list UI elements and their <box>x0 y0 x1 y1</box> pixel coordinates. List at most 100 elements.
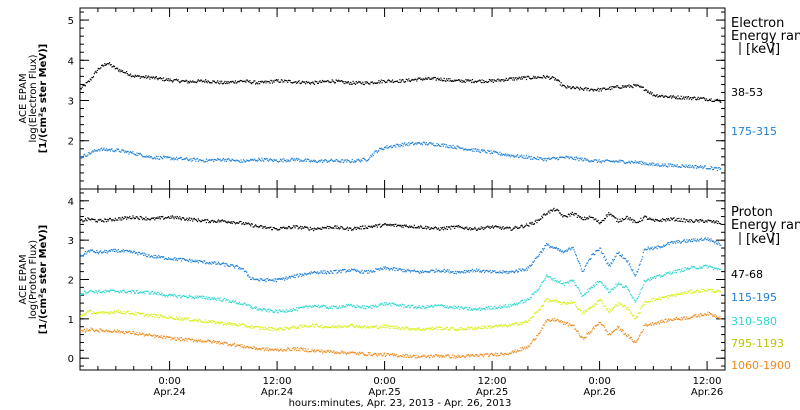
electron-point-175-315 <box>575 159 577 161</box>
proton-point-115-195 <box>697 239 699 241</box>
proton-point-310-580 <box>694 266 696 268</box>
electron-point-38-53 <box>682 97 684 99</box>
proton-point-310-580 <box>690 267 692 269</box>
proton-point-115-195 <box>566 249 568 251</box>
electron-point-175-315 <box>225 158 227 160</box>
proton-point-47-68 <box>209 220 211 223</box>
proton-point-795-1193 <box>92 313 94 315</box>
electron-point-38-53 <box>455 79 457 81</box>
electron-point-38-53 <box>470 80 472 82</box>
electron-point-175-315 <box>304 159 306 161</box>
proton-point-47-68 <box>587 218 590 220</box>
proton-point-115-195 <box>213 261 215 263</box>
electron-point-38-53 <box>418 77 420 79</box>
proton-point-115-195 <box>604 259 607 261</box>
proton-point-115-195 <box>389 268 391 270</box>
proton-point-47-68 <box>675 219 677 221</box>
electron-point-175-315 <box>217 157 219 160</box>
proton-point-47-68 <box>563 215 565 217</box>
proton-point-47-68 <box>612 214 614 217</box>
electron-point-38-53 <box>476 80 478 82</box>
proton-point-115-195 <box>413 269 415 271</box>
proton-point-310-580 <box>290 308 292 310</box>
electron-point-175-315 <box>561 156 563 158</box>
proton-point-795-1193 <box>478 327 480 329</box>
electron-point-38-53 <box>407 80 409 82</box>
electron-point-38-53 <box>198 80 200 82</box>
proton-point-115-195 <box>373 271 375 273</box>
proton-point-795-1193 <box>91 312 93 315</box>
electron-point-38-53 <box>209 82 211 84</box>
proton-point-795-1193 <box>528 319 530 321</box>
proton-point-115-195 <box>607 262 609 264</box>
proton-point-795-1193 <box>239 324 241 326</box>
proton-point-310-580 <box>381 302 383 304</box>
proton-point-795-1193 <box>426 328 428 330</box>
electron-point-175-315 <box>672 166 674 168</box>
proton-ylabel-line: [1/(cm²s ster MeV)] <box>38 225 49 334</box>
proton-point-310-580 <box>468 307 470 309</box>
proton-point-310-580 <box>542 280 544 282</box>
proton-point-115-195 <box>347 270 349 273</box>
proton-point-310-580 <box>621 286 623 288</box>
proton-point-310-580 <box>86 292 88 294</box>
proton-point-47-68 <box>159 218 161 220</box>
proton-point-795-1193 <box>113 312 115 314</box>
proton-point-47-68 <box>309 226 311 228</box>
electron-point-38-53 <box>289 80 291 82</box>
proton-point-115-195 <box>452 270 454 272</box>
proton-point-47-68 <box>153 217 155 219</box>
proton-point-310-580 <box>447 307 449 309</box>
electron-point-175-315 <box>435 145 437 147</box>
proton-point-310-580 <box>363 305 365 307</box>
electron-point-175-315 <box>582 160 584 162</box>
proton-point-310-580 <box>427 307 429 309</box>
proton-point-115-195 <box>155 255 157 257</box>
proton-point-310-580 <box>347 303 349 305</box>
proton-point-47-68 <box>653 219 655 221</box>
proton-point-115-195 <box>579 265 582 267</box>
proton-point-115-195 <box>543 247 545 249</box>
electron-point-175-315 <box>191 158 193 160</box>
proton-point-795-1193 <box>348 326 350 328</box>
proton-point-310-580 <box>510 305 512 307</box>
proton-point-47-68 <box>370 226 372 228</box>
electron-point-175-315 <box>513 156 515 158</box>
electron-point-175-315 <box>651 162 653 164</box>
proton-point-795-1193 <box>388 326 390 328</box>
proton-point-310-580 <box>711 266 713 268</box>
proton-point-47-68 <box>697 219 699 221</box>
electron-ylabel-line: log(Electron Flux) <box>28 54 39 142</box>
proton-point-310-580 <box>553 280 555 282</box>
proton-point-310-580 <box>565 282 567 284</box>
proton-point-310-580 <box>332 305 334 307</box>
proton-point-115-195 <box>423 271 425 273</box>
proton-point-115-195 <box>288 275 290 278</box>
electron-point-38-53 <box>577 87 579 89</box>
electron-point-38-53 <box>519 77 521 79</box>
proton-point-115-195 <box>133 250 135 252</box>
electron-point-175-315 <box>415 142 417 144</box>
proton-point-47-68 <box>390 225 392 227</box>
proton-point-115-195 <box>596 250 598 252</box>
proton-point-310-580 <box>498 306 500 308</box>
proton-point-310-580 <box>598 281 600 283</box>
proton-point-47-68 <box>581 217 583 219</box>
electron-point-38-53 <box>314 80 316 82</box>
proton-point-795-1193 <box>472 328 474 331</box>
proton-point-47-68 <box>196 219 198 222</box>
electron-point-175-315 <box>446 144 448 146</box>
electron-point-175-315 <box>578 160 580 162</box>
proton-point-795-1193 <box>188 320 190 322</box>
proton-point-115-195 <box>517 271 519 273</box>
electron-point-38-53 <box>92 77 94 79</box>
proton-point-310-580 <box>308 305 310 307</box>
proton-point-795-1193 <box>140 312 142 315</box>
proton-point-310-580 <box>646 279 648 281</box>
proton-point-795-1193 <box>594 303 596 305</box>
proton-point-310-580 <box>200 295 203 297</box>
electron-point-175-315 <box>272 160 274 162</box>
proton-point-795-1193 <box>476 327 478 329</box>
proton-point-47-68 <box>488 226 490 228</box>
proton-point-115-195 <box>573 249 575 251</box>
